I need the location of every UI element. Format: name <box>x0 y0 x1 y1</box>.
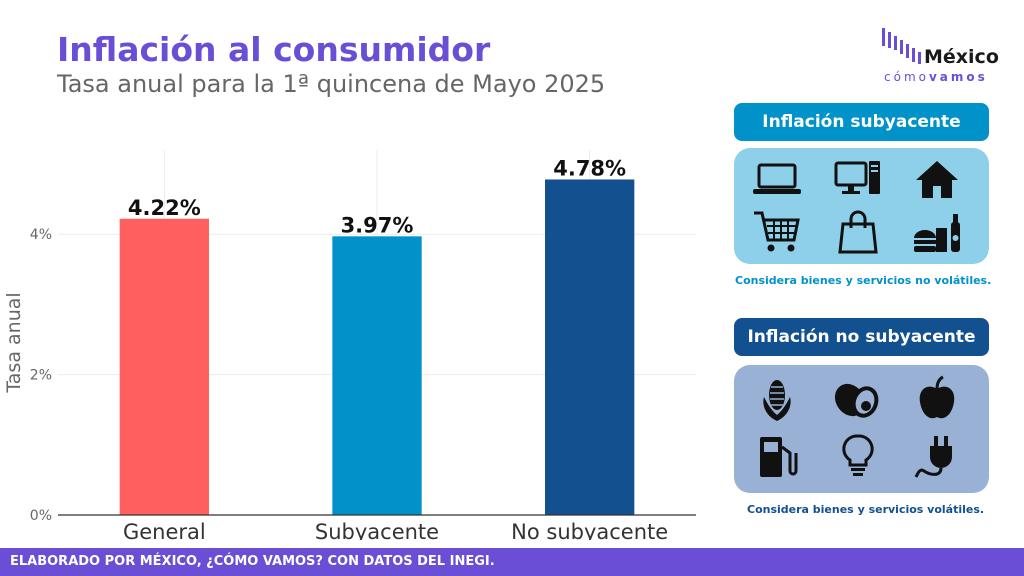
logo-tagline-light: cómo <box>884 70 929 84</box>
noncore-inflation-note: Considera bienes y servicios volátiles. <box>747 503 985 516</box>
fuel-pump-icon <box>760 437 798 477</box>
shopping-cart-icon <box>754 211 800 252</box>
noncore-inflation-icons-box <box>734 365 989 493</box>
desktop-computer-icon <box>834 161 880 194</box>
corn-icon <box>763 380 791 421</box>
page-title: Inflación al consumidor <box>57 30 491 69</box>
y-tick-label: 2% <box>30 368 52 384</box>
y-axis-label: Tasa anual <box>3 292 25 393</box>
food-and-drinks-icon <box>914 214 960 252</box>
apple-icon <box>919 375 955 419</box>
avocado-icon <box>834 383 879 418</box>
light-bulb-icon <box>842 434 874 476</box>
logo-bars-icon <box>882 28 921 64</box>
logo-word: México <box>924 46 999 68</box>
electric-plug-icon <box>914 436 952 478</box>
x-tick-label: General <box>123 520 206 540</box>
footer-bar: ELABORADO POR MÉXICO, ¿CÓMO VAMOS? CON D… <box>0 548 1024 576</box>
core-inflation-icons-box <box>734 148 989 264</box>
bar-value-label: 4.78% <box>553 156 626 180</box>
logo-tagline: cómovamos <box>884 70 988 84</box>
logo-tagline-bold: vamos <box>928 70 988 84</box>
bar-value-label: 4.22% <box>128 196 201 220</box>
core-inflation-header: Inflación subyacente <box>734 103 989 141</box>
y-tick-label: 0% <box>30 508 52 524</box>
bar-general <box>119 218 209 515</box>
page-subtitle: Tasa anual para la 1ª quincena de Mayo 2… <box>57 70 606 98</box>
x-tick-label: Subyacente <box>315 520 439 540</box>
bar-chart: 0% 2% 4% 4.22% General 3.97% Subyacente 4.78% No… <box>3 150 696 540</box>
laptop-icon <box>753 163 801 194</box>
bar-value-label: 3.97% <box>341 213 414 237</box>
x-tick-label: No subyacente <box>511 520 668 540</box>
footer-source-text: ELABORADO POR MÉXICO, ¿CÓMO VAMOS? CON D… <box>10 554 495 569</box>
y-tick-label: 4% <box>30 227 52 243</box>
house-icon <box>916 161 958 198</box>
bar-subyacente <box>332 236 422 515</box>
shopping-bag-icon <box>838 210 878 254</box>
bar-no-subyacente <box>545 179 635 515</box>
noncore-inflation-header: Inflación no subyacente <box>734 318 989 356</box>
mexico-como-vamos-logo: México cómovamos <box>880 26 1010 86</box>
core-inflation-note: Considera bienes y servicios no volátile… <box>735 274 992 287</box>
